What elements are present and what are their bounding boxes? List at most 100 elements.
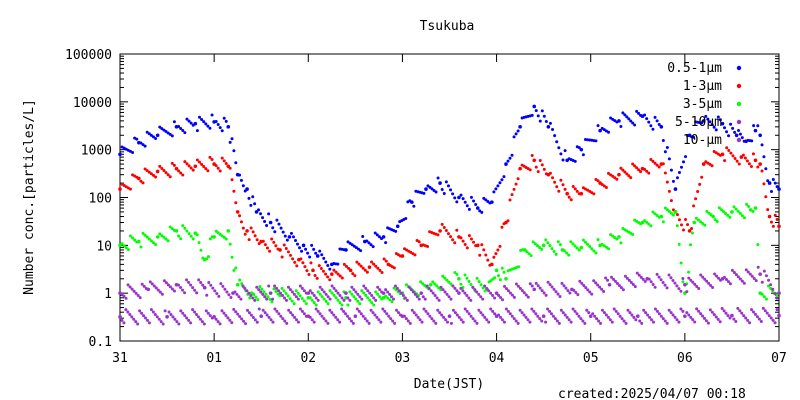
data-point [612, 277, 616, 281]
data-point [271, 297, 275, 301]
x-tick-label: 03 [395, 351, 411, 366]
data-point [563, 249, 567, 253]
data-point [312, 294, 316, 298]
data-point [506, 309, 510, 313]
data-point [663, 171, 667, 175]
data-point [769, 220, 773, 224]
data-point [437, 298, 441, 302]
data-point [440, 313, 444, 317]
data-point [410, 200, 414, 204]
data-point [248, 296, 252, 300]
data-point [442, 225, 446, 229]
data-point [163, 309, 167, 313]
data-point [633, 285, 637, 289]
data-point [149, 308, 153, 312]
data-point [494, 187, 498, 191]
data-point [160, 166, 164, 170]
data-point [274, 289, 278, 293]
data-point [725, 146, 729, 150]
data-point [187, 232, 191, 236]
data-point [537, 246, 541, 250]
data-point [556, 240, 560, 244]
data-point [179, 237, 183, 241]
data-point [366, 296, 370, 300]
data-point [540, 163, 544, 167]
data-point [301, 243, 306, 248]
data-point [457, 315, 461, 319]
data-point [760, 280, 764, 284]
data-point [459, 318, 463, 322]
data-point [711, 286, 715, 290]
data-point [361, 314, 365, 318]
data-point [273, 307, 277, 311]
data-point [602, 244, 606, 248]
data-point [530, 154, 534, 158]
data-point [348, 298, 352, 302]
data-point [516, 284, 520, 288]
data-point [563, 187, 567, 191]
data-point [461, 289, 465, 293]
data-point [355, 260, 359, 264]
data-point [351, 321, 355, 325]
data-point [530, 113, 534, 117]
data-point [667, 209, 671, 213]
data-point [381, 307, 385, 311]
x-tick-label: 01 [206, 351, 222, 366]
data-point [492, 255, 496, 259]
data-point [716, 115, 720, 119]
data-point [134, 291, 138, 295]
data-point [404, 317, 408, 321]
data-point [752, 276, 756, 280]
data-point [324, 260, 328, 264]
data-point [604, 185, 608, 189]
data-point [771, 178, 775, 182]
data-point [745, 159, 749, 163]
data-point [436, 308, 440, 312]
data-point [555, 185, 559, 189]
data-point [619, 166, 623, 170]
data-point [344, 312, 348, 316]
data-point [600, 242, 604, 246]
data-point [185, 229, 189, 233]
x-tick-label: 04 [489, 351, 505, 366]
data-point [314, 307, 318, 311]
data-point [465, 276, 469, 280]
data-point [752, 124, 756, 128]
data-point [653, 115, 657, 119]
data-point [613, 236, 617, 240]
data-point [306, 251, 310, 255]
data-point [309, 261, 313, 265]
data-point [475, 276, 479, 280]
data-point [304, 302, 308, 306]
data-point [563, 149, 567, 153]
data-point [731, 126, 735, 130]
data-point [378, 288, 382, 292]
data-point [663, 319, 667, 323]
data-point [328, 297, 332, 301]
data-point [708, 120, 712, 124]
x-tick-label: 02 [300, 351, 316, 366]
data-point [453, 196, 457, 200]
data-point [191, 308, 195, 312]
data-point [752, 310, 756, 314]
data-point [118, 315, 122, 319]
data-point [436, 233, 440, 237]
data-point [267, 212, 271, 216]
data-point [322, 290, 326, 294]
data-point [287, 235, 292, 239]
data-point [160, 127, 164, 131]
data-point [328, 308, 332, 312]
data-point [653, 212, 657, 216]
data-point [687, 270, 691, 274]
data-point [729, 151, 733, 155]
data-point [229, 296, 233, 300]
data-point [208, 126, 212, 130]
data-point [710, 164, 714, 168]
data-point [541, 243, 546, 248]
data-point [440, 222, 444, 226]
data-point [138, 309, 142, 313]
data-point [304, 247, 308, 251]
data-point [573, 159, 577, 163]
data-point [455, 200, 459, 204]
data-point [425, 284, 429, 288]
